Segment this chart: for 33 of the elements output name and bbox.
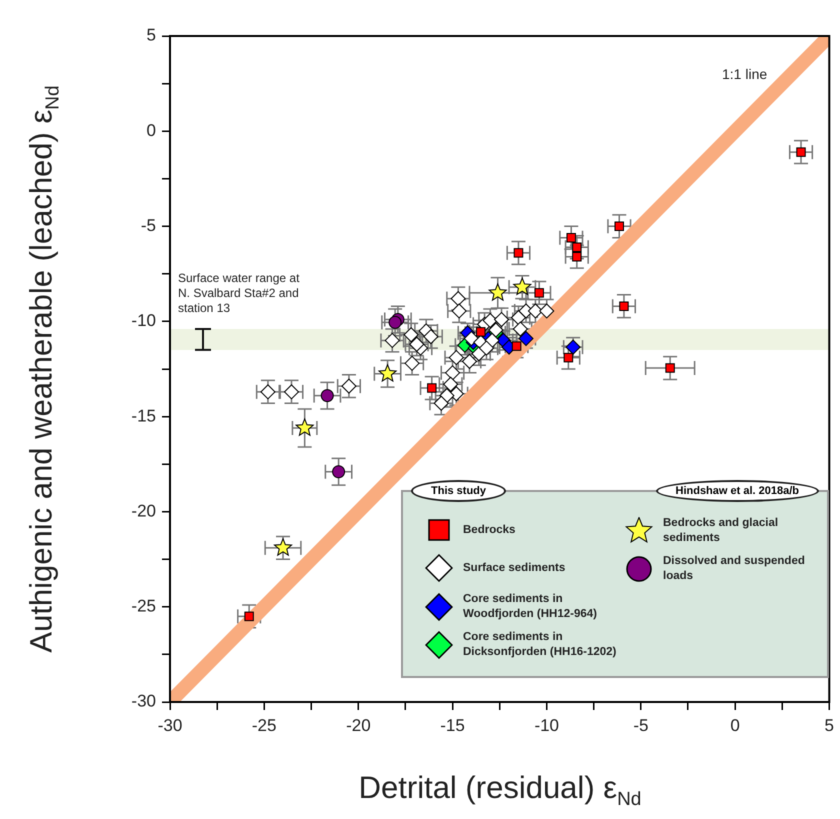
y-tick-label: -30 bbox=[131, 692, 156, 711]
point bbox=[452, 303, 467, 318]
x-axis-title: Detrital (residual) ε$_{Nd}$ bbox=[358, 770, 642, 812]
y-tick-label: -10 bbox=[131, 311, 156, 330]
band-label: Surface water range at N. Svalbard Sta#2 and station 13 bbox=[178, 271, 300, 316]
point bbox=[572, 252, 582, 262]
y-tick-label: -5 bbox=[140, 216, 156, 235]
x-tick-label: 5 bbox=[824, 716, 834, 735]
point bbox=[510, 310, 526, 326]
legend-heading: Hindshaw et al. 2018a/b bbox=[656, 480, 819, 502]
legend-label: Core sediments in Woodfjorden (HH12-964) bbox=[463, 592, 598, 622]
x-tick-label: -5 bbox=[633, 716, 648, 735]
y-tick-label: -15 bbox=[131, 406, 156, 426]
point bbox=[512, 322, 528, 337]
legend-label: Surface sediments bbox=[463, 560, 566, 576]
y-tick-label: 5 bbox=[146, 26, 156, 45]
y-tick-label: 0 bbox=[146, 120, 156, 140]
point bbox=[539, 303, 554, 318]
legend-heading: This study bbox=[411, 480, 506, 502]
x-tick-label: -25 bbox=[252, 716, 276, 735]
legend-label: Core sediments in Dicksonfjorden (HH16-1202) bbox=[463, 630, 618, 660]
x-tick-label: -20 bbox=[346, 716, 371, 735]
point bbox=[450, 291, 466, 306]
legend-label: Bedrocks bbox=[463, 522, 516, 538]
legend-label: Dissolved and suspended loads bbox=[663, 554, 806, 584]
x-tick-label: -10 bbox=[534, 716, 560, 735]
x-tick-label: 0 bbox=[730, 716, 740, 735]
y-tick-label: -25 bbox=[131, 596, 156, 616]
x-tick-label: -15 bbox=[440, 716, 465, 735]
legend-label: Bedrocks and glacial sediments bbox=[663, 516, 780, 546]
y-tick-label: -20 bbox=[131, 501, 156, 520]
annotation: 1:1 line bbox=[722, 66, 768, 82]
point bbox=[528, 303, 543, 318]
